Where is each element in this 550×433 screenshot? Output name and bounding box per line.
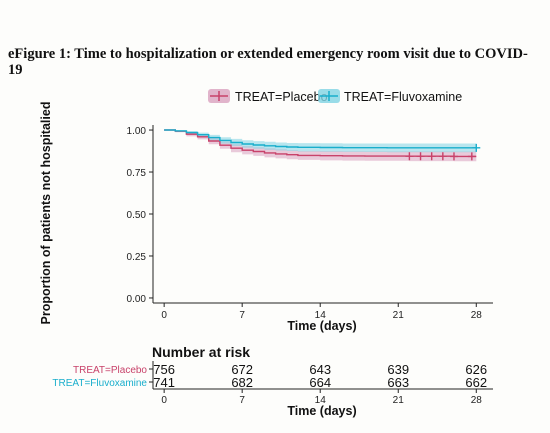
risk-count: 639	[387, 362, 409, 377]
plot-area	[164, 129, 481, 162]
censor-mark-placebo	[405, 152, 414, 161]
survival-curve-placebo	[164, 129, 477, 158]
censor-mark-fluvoxamine	[472, 143, 481, 152]
censor-mark-placebo	[416, 152, 425, 161]
risk-count: 643	[309, 362, 331, 377]
ci-band-fluvoxamine	[164, 130, 477, 153]
legend-label-fluvoxamine: TREAT=Fluvoxamine	[344, 90, 462, 104]
risk-x-tick-label: 28	[471, 395, 483, 406]
risk-count: 664	[309, 375, 331, 390]
legend: TREAT=Placebo TREAT=Fluvoxamine	[208, 89, 462, 104]
risk-count: 741	[153, 375, 175, 390]
risk-count: 662	[465, 375, 487, 390]
y-tick-label: 1.00	[127, 126, 147, 137]
survival-curve-fluvoxamine	[164, 129, 477, 149]
risk-count: 682	[231, 375, 253, 390]
risk-table-title: Number at risk	[152, 344, 250, 360]
censor-mark-placebo	[438, 152, 447, 161]
risk-table-x-axis-label: Time (days)	[287, 404, 356, 418]
y-axis-label: Proportion of patients not hospitalied	[39, 102, 53, 325]
risk-x-tick-label: 21	[393, 395, 405, 406]
x-tick-label: 14	[315, 310, 327, 321]
risk-row-label: TREAT=Fluvoxamine	[52, 378, 147, 389]
y-axis: 0.00 0.25 0.50 0.75 1.00	[127, 125, 154, 305]
risk-count: 626	[465, 362, 487, 377]
risk-count: 672	[231, 362, 253, 377]
risk-count: 756	[153, 362, 175, 377]
risk-x-tick-label: 0	[161, 395, 167, 406]
risk-row-label: TREAT=Placebo	[73, 365, 147, 376]
ci-band-placebo	[164, 130, 477, 162]
x-tick-label: 21	[393, 310, 405, 321]
y-tick-label: 0.75	[127, 168, 147, 179]
legend-label-placebo: TREAT=Placebo	[235, 90, 328, 104]
legend-key-placebo	[208, 89, 230, 103]
x-tick-label: 0	[161, 310, 167, 321]
legend-key-fluvoxamine	[318, 89, 340, 103]
figure-title: eFigure 1: Time to hospitalization or ex…	[8, 46, 528, 78]
x-tick-label: 7	[239, 310, 245, 321]
risk-table: TREAT=Placebo 756 672 643 639 626 TREAT=Fluvox…	[52, 361, 493, 406]
y-tick-label: 0.50	[127, 210, 147, 221]
risk-x-tick-label: 14	[315, 395, 327, 406]
y-tick-label: 0.25	[127, 252, 147, 263]
risk-x-tick-label: 7	[239, 395, 245, 406]
x-axis-label: Time (days)	[287, 319, 356, 333]
censor-mark-placebo	[427, 152, 436, 161]
x-axis: 0 7 14 21 28	[153, 302, 493, 321]
risk-count: 663	[387, 375, 409, 390]
x-tick-label: 28	[471, 310, 483, 321]
censor-mark-placebo	[467, 152, 476, 161]
y-tick-label: 0.00	[127, 294, 147, 305]
censor-mark-placebo	[449, 152, 458, 161]
